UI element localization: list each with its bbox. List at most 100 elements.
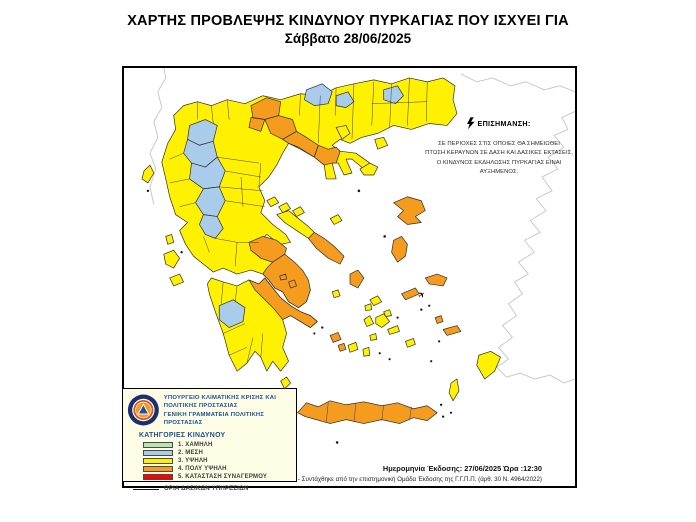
region-evia-south [308, 232, 345, 265]
header: ΧΑΡΤΗΣ ΠΡΟΒΛΕΨΗΣ ΚΙΝΔΥΝΟΥ ΠΥΡΚΑΓΙΑΣ ΠΟΥ … [0, 13, 696, 46]
risk-label-low: 1. ΧΑΜΗΛΗ [178, 442, 213, 448]
region-pindus-2 [183, 138, 218, 168]
islet-dot [439, 403, 443, 406]
island-zakynthos [169, 273, 184, 287]
notice-text: ΣΕ ΠΕΡΙΟΧΕΣ ΣΤΙΣ ΟΠΟΙΕΣ ΘΑ ΣΗΜΕΙΩΘΕΙ ΠΤΩ… [425, 140, 573, 178]
islet-dot [420, 308, 423, 311]
island-milos [347, 342, 359, 353]
region-thermaikos-east [282, 131, 319, 158]
island-corfu [141, 164, 155, 184]
civil-protection-logo [127, 394, 159, 426]
island-thasos [335, 125, 351, 140]
island-samothraki [374, 136, 388, 150]
credit-line: - Συντάχθηκε από την επιστημονική Ομάδα … [297, 476, 542, 483]
legend-rows: 1. ΧΑΜΗΛΗ 2. ΜΕΣΗ 3. ΥΨΗΛΗ 4. ΠΟΛΥ ΥΨΗΛΗ… [143, 441, 292, 481]
islet-dot [383, 235, 386, 238]
risk-swatch-medium [143, 450, 173, 456]
risk-label-very-high: 4. ΠΟΛΥ ΥΨΗΛΗ [178, 466, 227, 472]
risk-swatch-low [143, 442, 173, 448]
legend-item-alert: 5. ΚΑΤΑΣΤΑΣΗ ΣΥΝΑΓΕΡΜΟΥ [143, 473, 292, 481]
risk-swatch-very-high [143, 466, 173, 472]
crete-inner-borders [325, 402, 412, 423]
islet-dot [396, 316, 399, 319]
agency-row: ΥΠΟΥΡΓΕΙΟ ΚΛΙΜΑΤΙΚΗΣ ΚΡΙΣΗΣ ΚΑΙ ΠΟΛΙΤΙΚΗ… [127, 392, 292, 428]
region-serres-east [335, 91, 355, 108]
legend-box: ΥΠΟΥΡΓΕΙΟ ΚΛΙΜΑΤΙΚΗΣ ΚΡΙΣΗΣ ΚΑΙ ΠΟΛΙΤΙΚΗ… [122, 388, 297, 492]
island-naxos [375, 313, 390, 328]
island-limnos [359, 162, 379, 176]
island-samos [424, 273, 448, 287]
region-pindus-1 [187, 119, 218, 146]
island-alonissos [292, 206, 305, 217]
risk-label-medium: 2. ΜΕΣΗ [178, 450, 204, 456]
legend-item-low: 1. ΧΑΜΗΛΗ [143, 441, 292, 449]
agency-line: ΓΕΝΙΚΗ ΓΡΑΜΜΑΤΕΙΑ ΠΟΛΙΤΙΚΗΣ ΠΡΟΣΤΑΣΙΑΣ [163, 411, 265, 426]
legend-item-very-high: 4. ΠΟΛΥ ΥΨΗΛΗ [143, 465, 292, 473]
notice-line: ΣΕ ΠΕΡΙΟΧΕΣ ΣΤΙΣ ΟΠΟΙΕΣ ΘΑ ΣΗΜΕΙΩΘΕΙ [438, 141, 560, 147]
island-kea [331, 289, 341, 299]
turkey-marmara-coastline [460, 73, 575, 93]
island-serifos [329, 332, 342, 343]
region-mainland-greece [161, 77, 458, 309]
island-kos [442, 325, 462, 336]
region-pindus-4 [195, 186, 226, 217]
islet-dot [180, 251, 183, 254]
inner-borders-north [197, 77, 428, 144]
island-sifnos [337, 343, 347, 352]
page-title-date: Σάββατο 28/06/2025 [284, 31, 412, 46]
region-thessaloniki [264, 115, 297, 140]
island-skyros [329, 214, 343, 225]
region-peloponnese [207, 277, 318, 372]
risk-swatch-alert [143, 474, 173, 480]
region-salamina [279, 273, 287, 281]
region-pindus-5 [199, 214, 224, 239]
islet-dot [428, 304, 431, 307]
inner-borders-peloponnese [220, 281, 264, 364]
agency-name: ΥΠΟΥΡΓΕΙΟ ΚΛΙΜΑΤΙΚΗΣ ΚΡΙΣΗΣ ΚΑΙ ΠΟΛΙΤΙΚΗ… [164, 392, 292, 427]
island-lesvos [393, 196, 426, 225]
notice-heading-row: ΕΠΙΣΗΜΑΝΣΗ: [467, 117, 530, 130]
island-tinos [369, 295, 383, 307]
region-boeotia [248, 236, 287, 263]
legend-item-medium: 2. ΜΕΣΗ [143, 449, 292, 457]
island-andros [349, 269, 365, 289]
island-astypalea [405, 338, 416, 348]
risk-swatch-high [143, 458, 173, 464]
region-corinthia-argolida [248, 277, 318, 328]
lightning-notice: ΕΠΙΣΗΜΑΝΣΗ: ΣΕ ΠΕΡΙΟΧΕΣ ΣΤΙΣ ΟΠΟΙΕΣ ΘΑ Σ… [425, 117, 573, 178]
inner-borders-thessaly [217, 156, 265, 207]
island-kalymnos [434, 315, 444, 324]
region-evia-north [276, 210, 315, 239]
island-skopelos [278, 202, 291, 213]
agency-line: ΠΟΛΙΤΙΚΗΣ ΠΡΟΣΤΑΣΙΑΣ [163, 403, 238, 410]
region-west-thrace [383, 85, 404, 105]
island-rhodes [476, 350, 501, 380]
island-karpathos [448, 378, 460, 402]
albania-coastline [149, 68, 167, 205]
region-aegina [288, 279, 297, 289]
islet-dot [357, 189, 361, 193]
risk-label-high: 3. ΥΨΗΛΗ [178, 458, 208, 464]
agency-line: ΥΠΟΥΡΓΕΙΟ ΚΛΙΜΑΤΙΚΗΣ ΚΡΙΣΗΣ ΚΑΙ [163, 395, 277, 401]
legend-header: ΚΑΤΗΓΟΡΙΕΣ ΚΙΝΔΥΝΟΥ [139, 432, 226, 439]
airplane-icon: ✈ [416, 288, 428, 301]
notice-line: ΠΤΩΣΗ ΚΕΡΑΥΝΩΝ ΣΕ ΔΑΣΗ ΚΑΙ ΔΑΣΙΚΕΣ ΕΚΤΑΣ… [425, 150, 573, 157]
island-chios [391, 236, 408, 263]
islet-dot [313, 332, 316, 335]
island-amorgos [387, 325, 400, 335]
islet-dot [378, 352, 381, 355]
notice-line: Ο ΚΙΝΔΥΝΟΣ ΕΚΔΗΛΩΣΗΣ ΠΥΡΚΑΓΙΑΣ ΕΙΝΑΙ ΑΥΞ… [436, 159, 562, 176]
inner-borders-central [169, 152, 259, 267]
region-drama [304, 83, 333, 106]
island-skiathos [266, 196, 280, 208]
island-santorini [362, 346, 371, 357]
island-crete [297, 400, 438, 424]
region-attica [262, 253, 311, 309]
notice-heading: ΕΠΙΣΗΜΑΝΣΗ: [477, 119, 531, 128]
risk-label-alert: 5. ΚΑΤΑΣΤΑΣΗ ΣΥΝΑΓΕΡΜΟΥ [178, 474, 268, 480]
map-frame: ΕΠΙΣΗΜΑΝΣΗ: ΣΕ ΠΕΡΙΟΧΕΣ ΣΤΙΣ ΟΠΟΙΕΣ ΘΑ Σ… [122, 66, 577, 492]
islet-dot [438, 340, 441, 343]
islet-dot [321, 326, 324, 329]
page-title: ΧΑΡΤΗΣ ΠΡΟΒΛΕΨΗΣ ΚΙΝΔΥΝΟΥ ΠΥΡΚΑΓΙΑΣ ΠΟΥ … [127, 13, 569, 29]
